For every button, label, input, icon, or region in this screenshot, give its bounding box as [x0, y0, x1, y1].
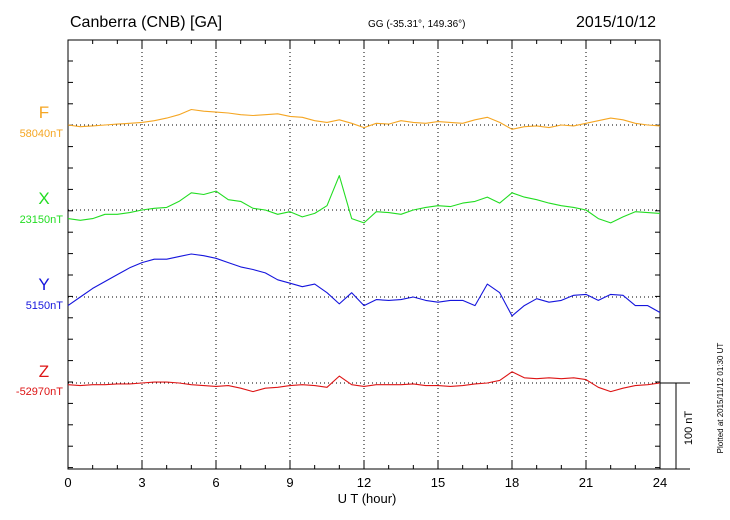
series-f-baseline: 58040nT	[20, 128, 64, 140]
x-tick-label: 24	[653, 475, 667, 490]
x-tick-label: 18	[505, 475, 519, 490]
series-layer	[67, 108, 661, 393]
x-tick-label: 0	[64, 475, 71, 490]
scale-bar-label: 100 nT	[683, 411, 695, 446]
axis-ticks: 0 3 6 9 12 15 18 21 24	[64, 40, 667, 490]
series-f-line	[67, 108, 661, 130]
grid-lines	[68, 40, 660, 469]
series-x-line	[67, 175, 661, 224]
series-y-name: Y	[38, 275, 49, 294]
x-tick-label: 21	[579, 475, 593, 490]
series-labels: F 58040nT X 23150nT Y 5150nT Z -52970nT	[16, 103, 63, 398]
date-label: 2015/10/12	[576, 14, 656, 31]
x-tick-label: 6	[212, 475, 219, 490]
coords-label: GG (-35.31°, 149.36°)	[368, 19, 466, 30]
x-axis-label: U T (hour)	[338, 491, 397, 506]
series-y-baseline: 5150nT	[26, 300, 64, 312]
series-x-baseline: 23150nT	[20, 214, 64, 226]
series-y-line	[67, 253, 661, 317]
series-x-name: X	[38, 189, 49, 208]
station-title: Canberra (CNB) [GA]	[70, 14, 222, 31]
x-tick-label: 9	[286, 475, 293, 490]
plotted-at-note: Plotted at 2015/11/12 01:30 UT	[716, 343, 725, 454]
scale-bar: 100 nT	[660, 382, 695, 470]
series-z-name: Z	[39, 362, 49, 381]
series-f-name: F	[39, 103, 49, 122]
series-z-line	[67, 371, 661, 393]
x-tick-label: 15	[431, 475, 445, 490]
x-tick-label: 3	[138, 475, 145, 490]
x-tick-label: 12	[357, 475, 371, 490]
series-z-baseline: -52970nT	[16, 386, 63, 398]
